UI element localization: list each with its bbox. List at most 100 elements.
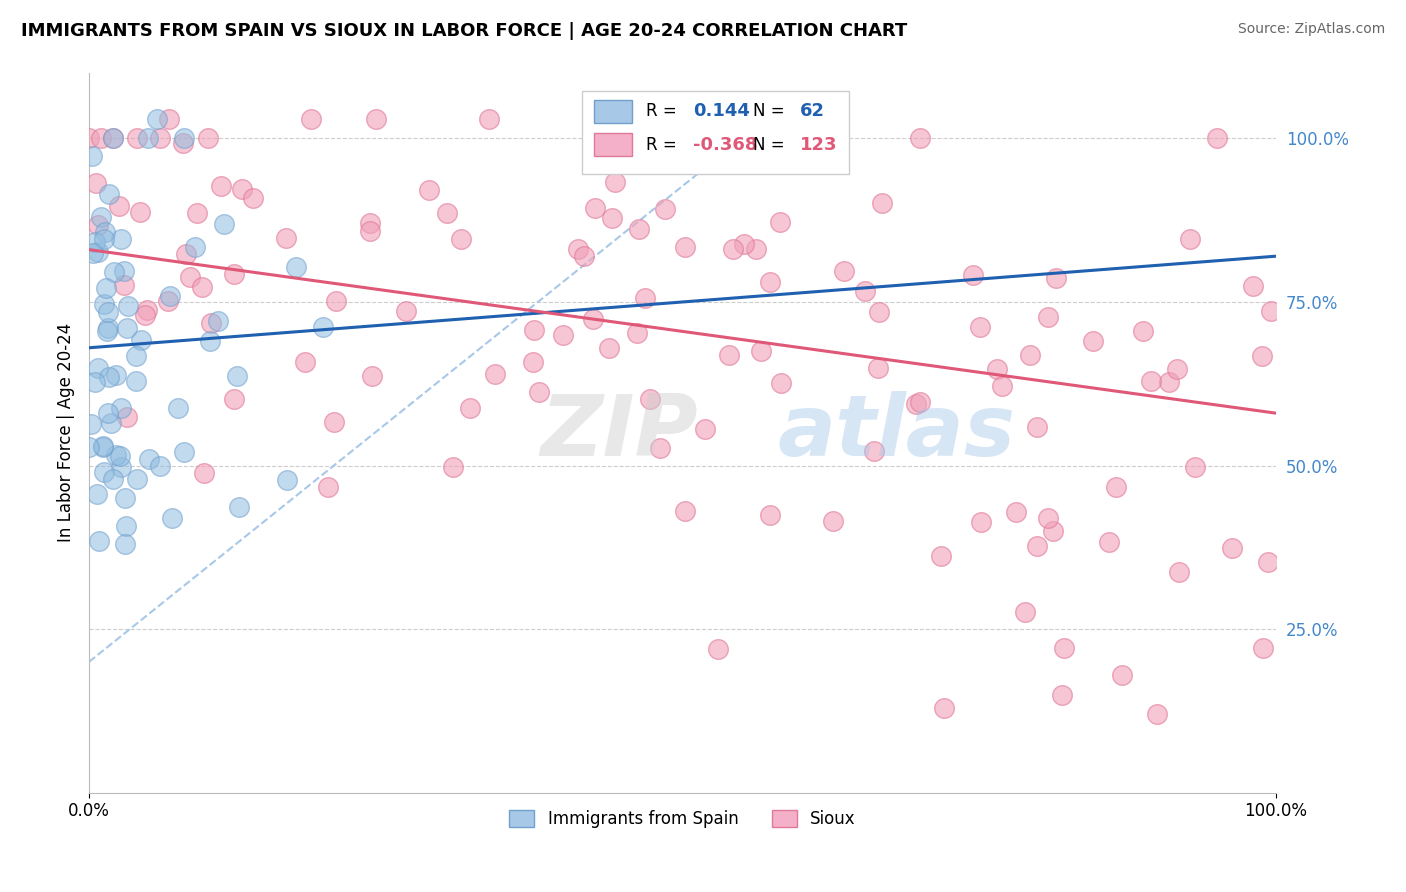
Point [693,422,716,436]
Point [226,368,249,383]
Point [991,379,1014,393]
Point [1132,324,1154,338]
Point [125,374,148,388]
Point [294,355,316,369]
Point [1005,505,1028,519]
Point [1220,541,1243,556]
Point [640,392,662,406]
Point [359,216,381,230]
Point [1042,524,1064,539]
Text: N =: N = [752,102,785,120]
Text: atlas: atlas [778,392,1015,475]
Point [117,410,139,425]
FancyBboxPatch shape [593,134,631,156]
Point [191,280,214,294]
Point [1166,362,1188,376]
Point [872,195,894,210]
Point [1205,131,1227,145]
Point [125,472,148,486]
Point [1111,668,1133,682]
FancyBboxPatch shape [593,100,631,122]
Point [1045,270,1067,285]
Point [721,242,744,256]
Point [138,452,160,467]
Point [418,183,440,197]
Point [1257,555,1279,569]
Point [522,355,544,369]
Point [1140,374,1163,388]
Text: N =: N = [752,136,785,154]
Point [101,131,124,145]
Point [360,368,382,383]
Point [231,182,253,196]
Point [553,327,575,342]
Text: ZIP: ZIP [540,392,697,475]
Point [285,260,308,274]
Point [112,277,135,292]
Point [274,231,297,245]
Point [82,246,104,260]
Point [628,222,651,236]
Point [186,205,208,219]
Point [103,265,125,279]
Point [115,519,138,533]
Point [115,321,138,335]
Point [160,511,183,525]
Point [970,516,993,530]
Point [84,375,107,389]
Point [460,401,482,416]
Point [364,112,387,126]
Point [1026,539,1049,553]
Point [80,417,103,431]
Point [80,149,103,163]
Point [749,343,772,358]
Point [1260,304,1282,318]
Point [138,131,160,145]
Point [1251,640,1274,655]
Point [97,304,120,318]
Point [129,205,152,219]
Point [1018,348,1040,362]
Point [91,439,114,453]
Point [96,324,118,338]
Point [97,406,120,420]
Point [136,303,159,318]
Point [159,288,181,302]
Point [83,235,105,249]
Point [101,131,124,145]
Point [359,224,381,238]
Point [1026,419,1049,434]
Point [200,316,222,330]
Text: R =: R = [645,102,676,120]
Point [108,450,131,464]
Point [1159,375,1181,389]
Point [94,225,117,239]
Point [157,112,180,126]
Point [98,187,121,202]
Point [1178,232,1201,246]
Point [1146,707,1168,722]
Point [108,199,131,213]
Point [105,449,128,463]
Point [626,326,648,340]
Point [868,361,890,376]
Point [759,508,782,522]
Point [395,304,418,318]
Point [325,294,347,309]
Point [125,131,148,145]
Point [759,275,782,289]
Point [129,333,152,347]
Point [114,491,136,506]
Text: Source: ZipAtlas.com: Source: ZipAtlas.com [1237,22,1385,37]
Text: -0.368: -0.368 [693,136,758,154]
Point [322,415,344,429]
Point [104,368,127,382]
Point [172,136,194,150]
Point [84,176,107,190]
Point [193,466,215,480]
Point [197,131,219,145]
Point [600,211,623,225]
FancyBboxPatch shape [582,91,849,174]
Point [567,242,589,256]
Point [1105,480,1128,494]
